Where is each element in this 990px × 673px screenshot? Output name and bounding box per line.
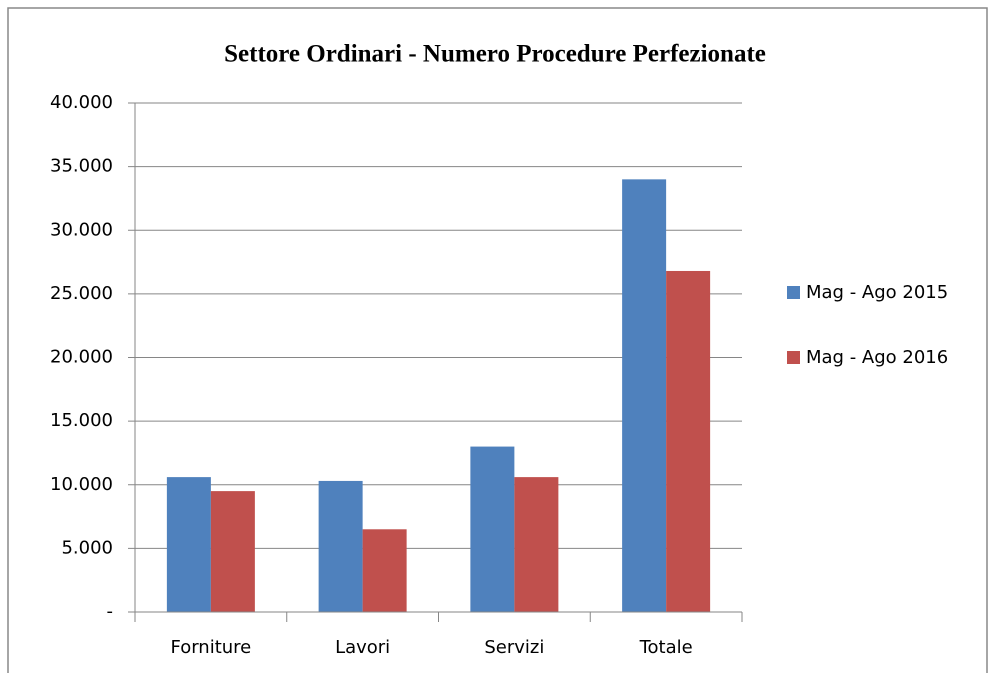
- x-tick-label: Totale: [639, 637, 693, 658]
- bar: [470, 446, 515, 612]
- bar: [210, 491, 255, 612]
- x-tick-label: Servizi: [484, 637, 544, 658]
- legend-swatch: [787, 286, 800, 299]
- y-tick-label: 35.000: [50, 156, 113, 177]
- legend-label: Mag - Ago 2016: [806, 347, 948, 368]
- x-tick-label: Lavori: [335, 637, 390, 658]
- bar: [318, 480, 363, 612]
- y-tick-label: 40.000: [50, 92, 113, 113]
- legend-label: Mag - Ago 2015: [806, 282, 948, 303]
- y-tick-label: 20.000: [50, 347, 113, 368]
- chart-title: Settore Ordinari - Numero Procedure Perf…: [224, 41, 766, 68]
- chart-border: [7, 7, 988, 673]
- y-tick-label: 30.000: [50, 219, 113, 240]
- bar: [622, 179, 667, 612]
- y-tick-label: -: [107, 601, 114, 622]
- legend-swatch: [787, 351, 800, 364]
- y-tick-label: 5.000: [61, 537, 113, 558]
- y-tick-label: 25.000: [50, 283, 113, 304]
- x-tick-label: Forniture: [170, 637, 251, 658]
- y-tick-label: 10.000: [50, 474, 113, 495]
- bar: [166, 477, 211, 612]
- bar: [362, 529, 407, 612]
- bar: [666, 270, 711, 612]
- y-tick-label: 15.000: [50, 410, 113, 431]
- bar: [514, 477, 559, 612]
